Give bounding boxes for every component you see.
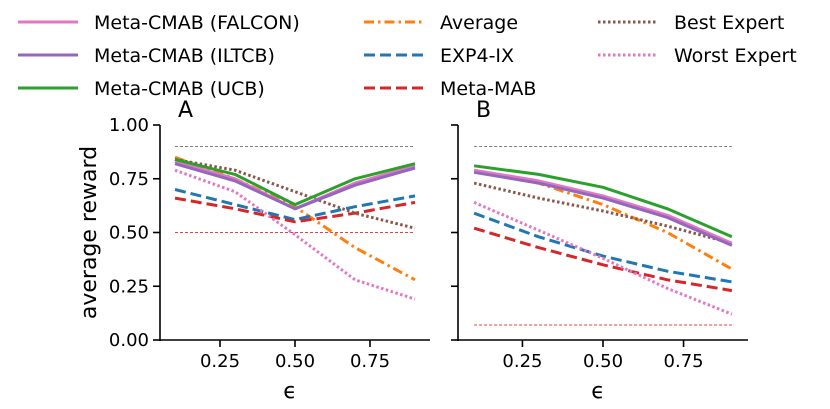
series-line-meta-cmab-iltcb bbox=[174, 162, 416, 211]
series-line-exp4-ix bbox=[174, 188, 416, 222]
panel-b: B 0.25 0.50 0.75 ϵ bbox=[451, 98, 748, 404]
legend-label-average: Average bbox=[440, 12, 518, 34]
x-axis-label: ϵ bbox=[283, 379, 297, 404]
x-tick-label: 0.25 bbox=[502, 351, 542, 372]
x-tick-label: 0.75 bbox=[350, 351, 390, 372]
x-tick-label: 0.50 bbox=[583, 351, 623, 372]
chart-legend: Meta-CMAB (FALCON) Meta-CMAB (ILTCB) Meta-… bbox=[18, 12, 797, 100]
x-tick-label: 0.25 bbox=[200, 351, 240, 372]
y-tick-label: 0.00 bbox=[109, 330, 149, 351]
y-tick-label: 0.25 bbox=[109, 276, 149, 297]
legend-item-average: Average bbox=[364, 12, 518, 34]
legend-item-meta-cmab-ucb: Meta-CMAB (UCB) bbox=[18, 78, 265, 100]
legend-item-best-expert: Best Expert bbox=[598, 12, 784, 34]
legend-label-meta-cmab-ucb: Meta-CMAB (UCB) bbox=[94, 78, 265, 100]
legend-label-exp4-ix: EXP4-IX bbox=[440, 45, 514, 67]
legend-label-worst-expert: Worst Expert bbox=[674, 45, 797, 67]
x-tick-label: 0.75 bbox=[664, 351, 704, 372]
x-axis-label: ϵ bbox=[591, 379, 605, 404]
series-line-best-expert bbox=[174, 157, 416, 230]
legend-label-best-expert: Best Expert bbox=[674, 12, 784, 34]
series-line-worst-expert bbox=[174, 168, 416, 301]
series-line-exp4-ix bbox=[473, 211, 733, 284]
series-line-meta-cmab-falcon bbox=[473, 168, 733, 245]
legend-label-meta-mab: Meta-MAB bbox=[440, 78, 536, 100]
series-line-meta-mab bbox=[473, 226, 733, 293]
chart-panels: A 0.00 0.25 0.50 0.75 1.00 0.25 0.50 0.75 ϵ averag… bbox=[77, 98, 748, 404]
series-line-meta-cmab-ucb bbox=[473, 164, 733, 239]
legend-item-meta-mab: Meta-MAB bbox=[364, 78, 536, 100]
y-tick-label: 0.75 bbox=[109, 169, 149, 190]
series-line-worst-expert bbox=[473, 201, 733, 316]
legend-item-worst-expert: Worst Expert bbox=[598, 45, 797, 67]
legend-item-meta-cmab-iltcb: Meta-CMAB (ILTCB) bbox=[18, 45, 275, 67]
panel-a: A 0.00 0.25 0.50 0.75 1.00 0.25 0.50 0.75 ϵ averag… bbox=[77, 98, 430, 404]
legend-label-meta-cmab-falcon: Meta-CMAB (FALCON) bbox=[94, 12, 300, 34]
legend-item-exp4-ix: EXP4-IX bbox=[364, 45, 514, 67]
y-tick-label: 0.50 bbox=[109, 223, 149, 244]
series-line-meta-mab bbox=[174, 196, 416, 224]
panel-label-b: B bbox=[476, 98, 491, 123]
x-tick-label: 0.50 bbox=[275, 351, 315, 372]
series-line-meta-cmab-iltcb bbox=[473, 170, 733, 247]
panel-label-a: A bbox=[178, 98, 193, 123]
y-axis-label: average reward bbox=[77, 146, 102, 319]
series-line-meta-cmab-ucb bbox=[174, 157, 416, 207]
legend-label-meta-cmab-iltcb: Meta-CMAB (ILTCB) bbox=[94, 45, 275, 67]
legend-item-meta-cmab-falcon: Meta-CMAB (FALCON) bbox=[18, 12, 300, 34]
series-line-best-expert bbox=[473, 181, 733, 245]
y-tick-label: 1.00 bbox=[109, 115, 149, 136]
